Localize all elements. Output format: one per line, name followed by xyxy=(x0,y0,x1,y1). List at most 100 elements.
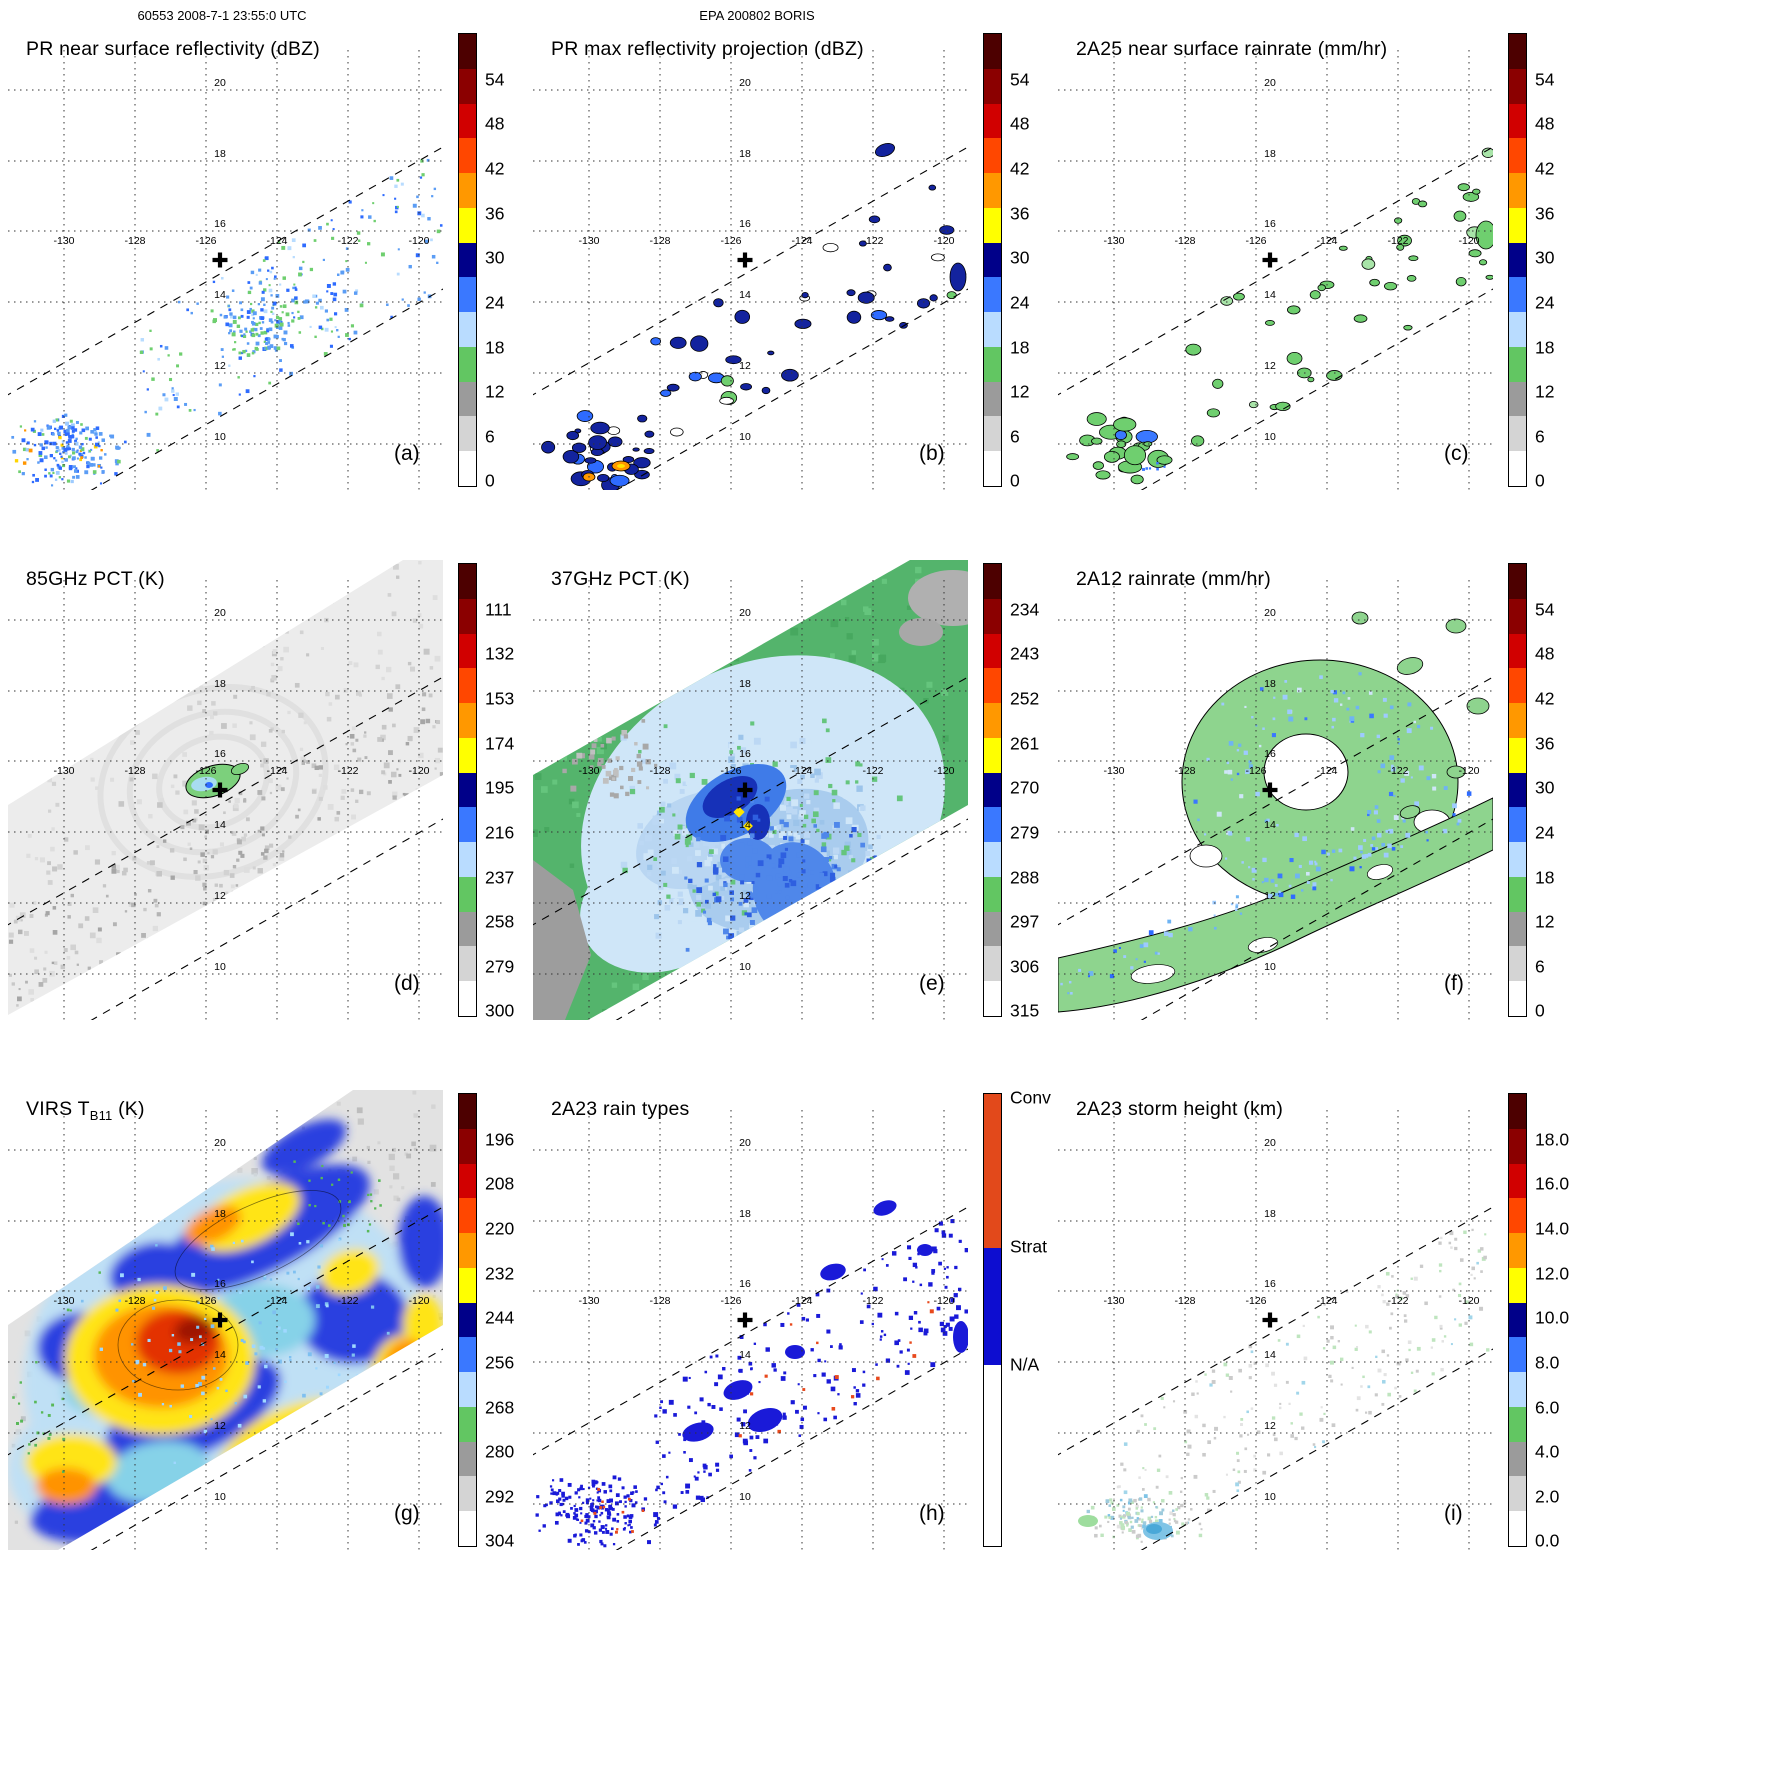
colorbar-segment xyxy=(1509,981,1526,1016)
colorbar-tick-label: 10.0 xyxy=(1535,1307,1570,1328)
svg-text:-124: -124 xyxy=(1316,1295,1337,1307)
colorbar-segment xyxy=(459,633,476,669)
grid-lines xyxy=(533,1110,968,1550)
svg-text:-122: -122 xyxy=(1387,1295,1408,1307)
map-g: -130 -128 -126 -124 -122 -120 20 18 16 14 12 10 (g) xyxy=(8,1090,443,1550)
svg-text:-124: -124 xyxy=(266,235,287,247)
lat-labels: 20 18 16 14 12 10 xyxy=(739,607,751,973)
svg-text:-120: -120 xyxy=(933,235,954,247)
svg-text:-130: -130 xyxy=(53,1295,74,1307)
colorbar-tick-label: 36 xyxy=(1010,203,1030,224)
svg-text:14: 14 xyxy=(214,1349,226,1361)
svg-text:20: 20 xyxy=(1264,1137,1276,1149)
colorbar-tick-label: 132 xyxy=(485,643,515,664)
colorbar-segment xyxy=(1509,1094,1526,1129)
svg-text:16: 16 xyxy=(1264,748,1276,760)
colorbar-segment xyxy=(459,598,476,634)
svg-text:-126: -126 xyxy=(720,1295,741,1307)
svg-text:18: 18 xyxy=(739,1208,751,1220)
svg-text:16: 16 xyxy=(1264,1278,1276,1290)
map-b: -130 -128 -126 -124 -122 -120 20 18 16 14 12 10 (b) xyxy=(533,50,968,490)
colorbar-segment xyxy=(1509,1476,1526,1512)
swath-edge-lines xyxy=(533,146,968,490)
svg-text:-126: -126 xyxy=(1245,1295,1266,1307)
colorbar-segment xyxy=(459,312,476,347)
colorbar-segment xyxy=(459,68,476,104)
lat-labels: 20 18 16 14 12 10 xyxy=(214,77,226,443)
svg-text:-122: -122 xyxy=(1387,235,1408,247)
panel-letter: (f) xyxy=(1444,972,1464,995)
colorbar-tick-label: 54 xyxy=(1535,599,1555,620)
panel-b: PR max reflectivity projection (dBZ) -130… xyxy=(533,30,1058,560)
svg-text:10: 10 xyxy=(1264,431,1276,443)
svg-text:20: 20 xyxy=(214,1137,226,1149)
colorbar-tick-label: 48 xyxy=(1010,113,1030,134)
colorbar-labels-g: 196 208 220 232 244 256 268 280 292 304 xyxy=(485,1093,531,1551)
panel-g: VIRS TB11 (K) -130 -128 -126 -124 -122 -120 20 1… xyxy=(8,1090,533,1620)
svg-text:18: 18 xyxy=(1264,148,1276,160)
colorbar-segment xyxy=(459,1198,476,1234)
svg-text:16: 16 xyxy=(739,1278,751,1290)
colorbar-segment xyxy=(459,703,476,738)
colorbar-segment xyxy=(1509,1441,1526,1477)
map-h: -130 -128 -126 -124 -122 -120 20 18 16 14 12 10 (h) xyxy=(533,1110,968,1550)
svg-text:-124: -124 xyxy=(1316,235,1337,247)
svg-text:-130: -130 xyxy=(578,765,599,777)
colorbar-segment xyxy=(459,416,476,452)
colorbar-segment-na xyxy=(984,1365,1001,1546)
svg-text:14: 14 xyxy=(214,819,226,831)
colorbar-tick-label: 54 xyxy=(485,69,505,90)
colorbar-segment xyxy=(459,346,476,382)
colorbar-segment xyxy=(984,242,1001,278)
svg-text:18: 18 xyxy=(1264,678,1276,690)
svg-text:-126: -126 xyxy=(195,1295,216,1307)
svg-text:-122: -122 xyxy=(862,235,883,247)
grid-lines xyxy=(8,580,443,1020)
colorbar-tick-label: 220 xyxy=(485,1218,515,1239)
colorbar-segment xyxy=(459,1233,476,1268)
grid-lines xyxy=(1058,1110,1493,1550)
colorbar-g xyxy=(458,1093,477,1547)
svg-text:-128: -128 xyxy=(649,235,670,247)
svg-text:-120: -120 xyxy=(408,235,429,247)
panel-title-c: 2A25 near surface rainrate (mm/hr) xyxy=(1076,38,1388,60)
colorbar-labels-h: Conv Strat N/A xyxy=(1010,1088,1056,1547)
panel-letter: (e) xyxy=(919,972,945,995)
storm-center-marker xyxy=(212,782,228,798)
colorbar-tick-label: 300 xyxy=(485,1000,515,1021)
colorbar-labels-d: 111 132 153 174 195 216 237 258 279 300 xyxy=(485,563,531,1021)
colorbar-tick-label: 208 xyxy=(485,1173,515,1194)
panel-f: 2A12 rainrate (mm/hr) -130 -128 -126 -124 -12… xyxy=(1058,560,1583,1090)
colorbar-segment xyxy=(1509,381,1526,417)
svg-text:16: 16 xyxy=(214,218,226,230)
map-imagery xyxy=(1066,147,1493,485)
colorbar-segment xyxy=(984,737,1001,773)
colorbar-segment xyxy=(1509,173,1526,208)
colorbar-segment xyxy=(1509,34,1526,69)
map-i: -130 -128 -126 -124 -122 -120 20 18 16 14 12 10 (i) xyxy=(1058,1110,1493,1550)
colorbar-tick-label: 18 xyxy=(1010,337,1030,358)
lon-labels: -130 -128 -126 -124 -122 -120 xyxy=(578,1295,954,1307)
swath-edge-lines xyxy=(1058,1206,1493,1550)
colorbar-tick-label: 0 xyxy=(1010,470,1020,491)
colorbar-tick-label: 12 xyxy=(1010,381,1030,402)
svg-text:20: 20 xyxy=(739,1137,751,1149)
svg-text:-120: -120 xyxy=(1458,1295,1479,1307)
svg-text:10: 10 xyxy=(739,961,751,973)
svg-text:12: 12 xyxy=(214,890,226,902)
svg-text:-126: -126 xyxy=(195,765,216,777)
colorbar-segment xyxy=(459,103,476,139)
svg-text:20: 20 xyxy=(739,607,751,619)
colorbar-tick-label: 279 xyxy=(485,956,515,977)
colorbar-tick-label: 18 xyxy=(485,337,505,358)
lat-labels: 20 18 16 14 12 10 xyxy=(739,1137,751,1503)
svg-text:-120: -120 xyxy=(1458,765,1479,777)
panel-title-d: 85GHz PCT (K) xyxy=(26,568,165,590)
svg-text:-120: -120 xyxy=(933,1295,954,1307)
colorbar-segment xyxy=(984,173,1001,208)
colorbar-e xyxy=(983,563,1002,1017)
svg-text:14: 14 xyxy=(739,289,751,301)
colorbar-segment xyxy=(1509,1163,1526,1199)
map-d: -130 -128 -126 -124 -122 -120 20 18 16 14 12 10 (d) xyxy=(8,560,443,1020)
storm-center-marker xyxy=(212,1312,228,1328)
